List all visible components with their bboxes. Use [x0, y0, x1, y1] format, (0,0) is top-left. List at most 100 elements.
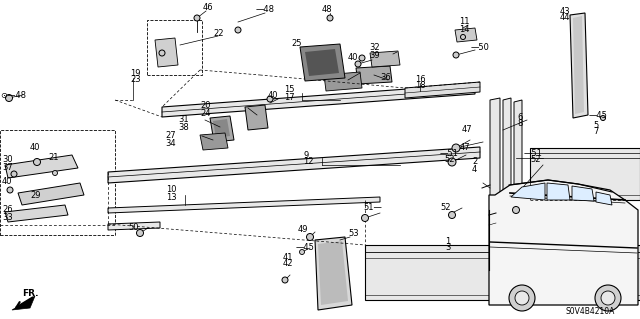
Text: 20: 20	[200, 101, 211, 110]
Text: 40: 40	[268, 91, 278, 100]
Text: 3: 3	[445, 243, 451, 253]
Circle shape	[461, 34, 465, 40]
Text: 47: 47	[462, 125, 472, 135]
Polygon shape	[530, 148, 640, 200]
Circle shape	[449, 211, 456, 219]
Polygon shape	[5, 205, 68, 222]
Polygon shape	[5, 155, 78, 178]
Text: —50: —50	[471, 42, 490, 51]
Circle shape	[11, 171, 17, 177]
Text: 31: 31	[178, 115, 189, 124]
Text: 50: 50	[128, 224, 138, 233]
Text: 4: 4	[472, 165, 477, 174]
Circle shape	[453, 52, 459, 58]
Text: 2: 2	[472, 158, 477, 167]
Circle shape	[362, 214, 369, 221]
Text: 36: 36	[380, 72, 391, 81]
Text: 47: 47	[460, 144, 470, 152]
Text: 11: 11	[459, 18, 470, 26]
Text: 27: 27	[165, 130, 175, 139]
Text: S0V4B4210A: S0V4B4210A	[565, 308, 614, 316]
Text: 5: 5	[593, 121, 598, 130]
Text: 32: 32	[369, 43, 380, 53]
Polygon shape	[245, 105, 268, 130]
Text: 9: 9	[303, 151, 308, 160]
Text: 40: 40	[30, 144, 40, 152]
Polygon shape	[108, 222, 160, 230]
Polygon shape	[318, 241, 348, 305]
Text: 6: 6	[517, 113, 522, 122]
Circle shape	[313, 57, 319, 63]
Text: 43: 43	[560, 6, 571, 16]
Polygon shape	[490, 98, 500, 222]
Polygon shape	[511, 183, 545, 200]
Polygon shape	[108, 147, 480, 183]
Polygon shape	[108, 197, 380, 213]
Circle shape	[7, 187, 13, 193]
Polygon shape	[455, 28, 477, 42]
Text: 8: 8	[517, 120, 522, 129]
Text: ⊙—48: ⊙—48	[0, 91, 26, 100]
Text: 30: 30	[2, 155, 13, 165]
Text: —45: —45	[589, 110, 608, 120]
Text: 22: 22	[213, 28, 223, 38]
Polygon shape	[405, 82, 480, 98]
Text: 40: 40	[2, 177, 13, 187]
Circle shape	[327, 15, 333, 21]
Text: 12: 12	[303, 158, 314, 167]
Polygon shape	[514, 100, 522, 218]
Circle shape	[194, 15, 200, 21]
Text: 17: 17	[284, 93, 294, 101]
Text: —45: —45	[296, 243, 315, 253]
Polygon shape	[305, 49, 339, 76]
Polygon shape	[572, 186, 594, 201]
Text: 35: 35	[328, 71, 339, 80]
Text: 44: 44	[560, 13, 570, 23]
Text: 15: 15	[284, 85, 294, 94]
Circle shape	[300, 249, 305, 255]
Text: 23: 23	[130, 76, 141, 85]
Text: 24: 24	[200, 108, 211, 117]
Polygon shape	[547, 183, 570, 200]
Text: 38: 38	[178, 122, 189, 131]
Text: 10: 10	[166, 186, 177, 195]
Circle shape	[355, 61, 361, 67]
Polygon shape	[370, 51, 400, 67]
Circle shape	[359, 55, 365, 61]
Polygon shape	[503, 98, 511, 220]
Circle shape	[448, 158, 456, 166]
Circle shape	[515, 291, 529, 305]
Polygon shape	[162, 84, 475, 117]
Text: 53: 53	[348, 229, 358, 239]
Circle shape	[136, 229, 143, 236]
Circle shape	[6, 94, 13, 101]
Circle shape	[600, 115, 605, 121]
Circle shape	[307, 234, 314, 241]
Polygon shape	[489, 180, 638, 305]
Circle shape	[595, 285, 621, 311]
Text: 37: 37	[2, 162, 13, 172]
Text: —48: —48	[256, 5, 275, 14]
Circle shape	[52, 170, 58, 175]
Text: 21: 21	[48, 153, 58, 162]
Text: FR.: FR.	[22, 288, 38, 298]
Circle shape	[509, 285, 535, 311]
Polygon shape	[315, 237, 352, 310]
Polygon shape	[365, 245, 640, 300]
Text: 39: 39	[369, 50, 380, 60]
Circle shape	[235, 27, 241, 33]
Circle shape	[452, 144, 460, 152]
Polygon shape	[213, 119, 230, 138]
Text: 46: 46	[203, 4, 214, 12]
Text: 52: 52	[440, 204, 451, 212]
Polygon shape	[573, 16, 584, 114]
Circle shape	[267, 96, 273, 102]
Circle shape	[33, 159, 40, 166]
Text: 25: 25	[291, 40, 301, 48]
Polygon shape	[300, 44, 345, 81]
Text: 49: 49	[298, 226, 308, 234]
Circle shape	[601, 291, 615, 305]
Text: 34: 34	[165, 138, 175, 147]
Polygon shape	[200, 133, 228, 150]
Polygon shape	[210, 116, 234, 142]
